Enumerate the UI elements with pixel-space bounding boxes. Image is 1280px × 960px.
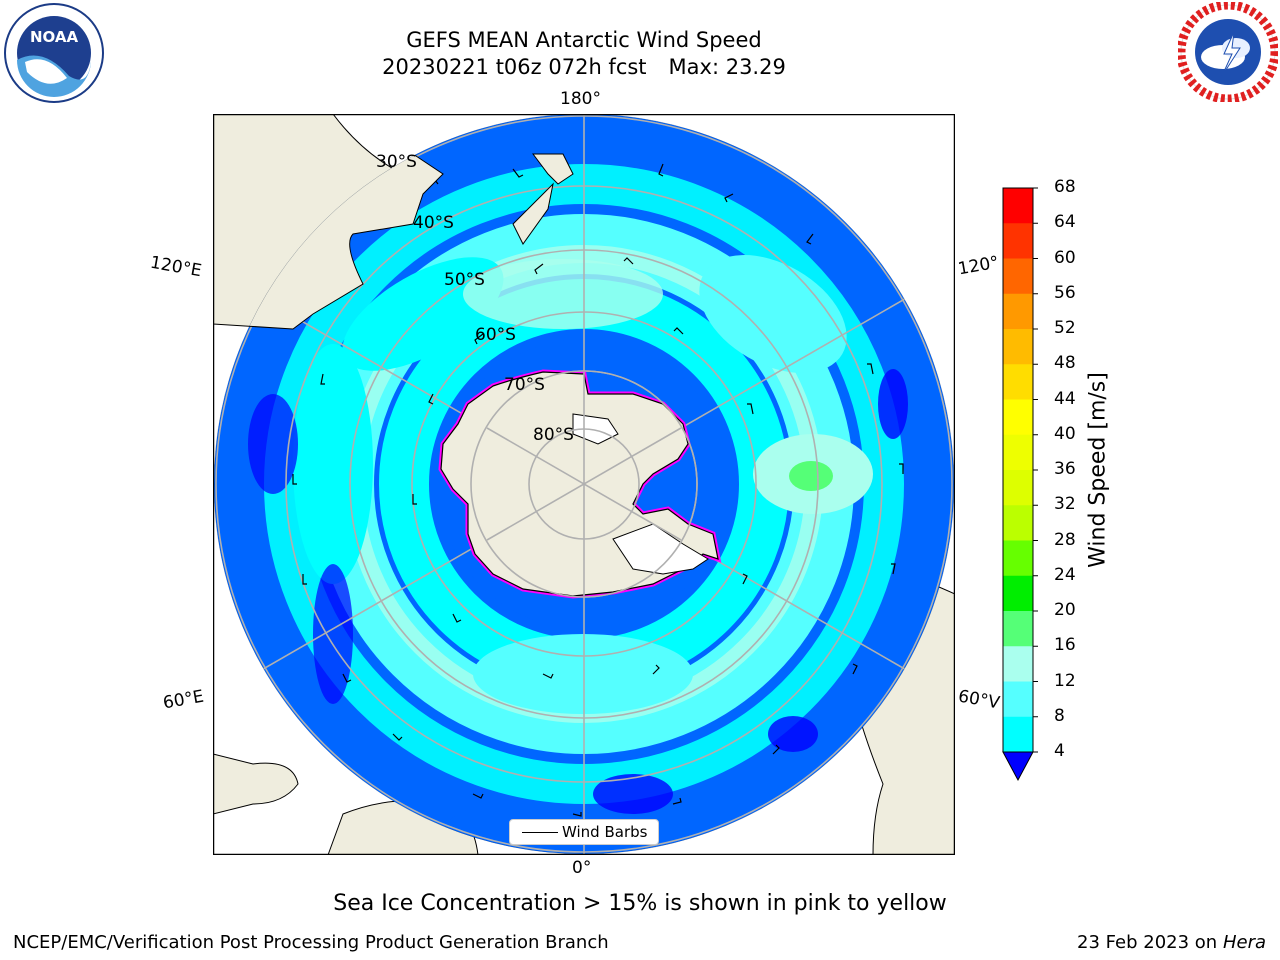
colorbar-segment xyxy=(1003,681,1033,718)
colorbar-segment xyxy=(1003,188,1033,224)
colorbar-segment xyxy=(1003,540,1033,577)
footer-right: 23 Feb 2023 on Hera xyxy=(1077,932,1266,953)
colorbar-tick: 4 xyxy=(1054,741,1065,761)
lat-label-50s: 50°S xyxy=(444,270,485,290)
lat-label-60s: 60°S xyxy=(475,325,516,345)
lon-label-0: 0° xyxy=(572,858,592,878)
colorbar-segment xyxy=(1003,434,1033,471)
colorbar-segment xyxy=(1003,258,1033,295)
lat-label-30s: 30°S xyxy=(376,152,417,172)
colorbar-tick: 52 xyxy=(1054,318,1076,338)
colorbar-extend xyxy=(1002,751,1034,782)
colorbar-tick: 68 xyxy=(1054,177,1076,197)
colorbar-tick: 24 xyxy=(1054,564,1076,585)
lon-label-180: 180° xyxy=(560,89,601,109)
colorbar-tick: 40 xyxy=(1054,423,1076,444)
colorbar-tick: 32 xyxy=(1054,494,1076,515)
colorbar-tick: 56 xyxy=(1054,282,1076,303)
colorbar-tick: 12 xyxy=(1054,670,1076,691)
map-subtitle: 20230221 t06z 072h fcst Max: 23.29 xyxy=(0,55,1168,79)
lat-label-40s: 40°S xyxy=(413,213,454,233)
lat-label-80s: 80°S xyxy=(533,425,574,445)
colorbar-tick: 16 xyxy=(1054,635,1076,656)
footer-host: Hera xyxy=(1222,932,1266,953)
noaa-logo: NOAA xyxy=(4,3,104,103)
noaa-logo-text: NOAA xyxy=(30,28,79,46)
colorbar-frame xyxy=(1002,187,1034,753)
lat-label-70s: 70°S xyxy=(504,375,545,395)
map-frame xyxy=(213,114,955,855)
antarctic-wind-map xyxy=(213,114,955,855)
colorbar-tick: 28 xyxy=(1054,529,1076,550)
lon-label-60e: 60°E xyxy=(161,686,206,714)
colorbar-segment xyxy=(1003,329,1033,365)
wind-barb-legend-line xyxy=(522,832,558,833)
colorbar-tick: 44 xyxy=(1054,388,1076,409)
lon-label-120w: 120° xyxy=(956,252,1001,280)
lon-label-120e: 120°E xyxy=(148,252,204,282)
map-title: GEFS MEAN Antarctic Wind Speed xyxy=(406,28,762,52)
forecast-date: 20230221 t06z 072h fcst xyxy=(382,55,647,79)
colorbar-tick: 48 xyxy=(1054,353,1076,374)
map-legend: Wind Barbs xyxy=(509,819,659,845)
colorbar-tick: 8 xyxy=(1054,705,1065,726)
colorbar-segment xyxy=(1003,505,1033,541)
legend-label: Wind Barbs xyxy=(562,823,648,841)
colorbar-segment xyxy=(1003,611,1033,647)
colorbar-segment xyxy=(1003,470,1033,506)
colorbar-segment xyxy=(1003,223,1033,259)
sea-ice-caption: Sea Ice Concentration > 15% is shown in … xyxy=(333,891,947,916)
colorbar-segment xyxy=(1003,575,1033,612)
colorbar-segment xyxy=(1003,646,1033,682)
lon-label-60w: 60°V xyxy=(956,686,1002,714)
colorbar-tick: 60 xyxy=(1054,247,1076,268)
colorbar-segment xyxy=(1003,399,1033,436)
colorbar-segment xyxy=(1003,716,1033,753)
max-value: Max: 23.29 xyxy=(668,55,786,79)
colorbar-tick: 64 xyxy=(1054,212,1076,233)
colorbar-tick: 36 xyxy=(1054,459,1076,479)
colorbar-segment xyxy=(1003,293,1033,330)
colorbar-tick: 20 xyxy=(1054,600,1076,620)
colorbar xyxy=(1002,187,1038,782)
colorbar-segment xyxy=(1003,364,1033,400)
national-weather-service-logo xyxy=(1178,2,1278,102)
footer-left: NCEP/EMC/Verification Post Processing Pr… xyxy=(13,932,609,953)
